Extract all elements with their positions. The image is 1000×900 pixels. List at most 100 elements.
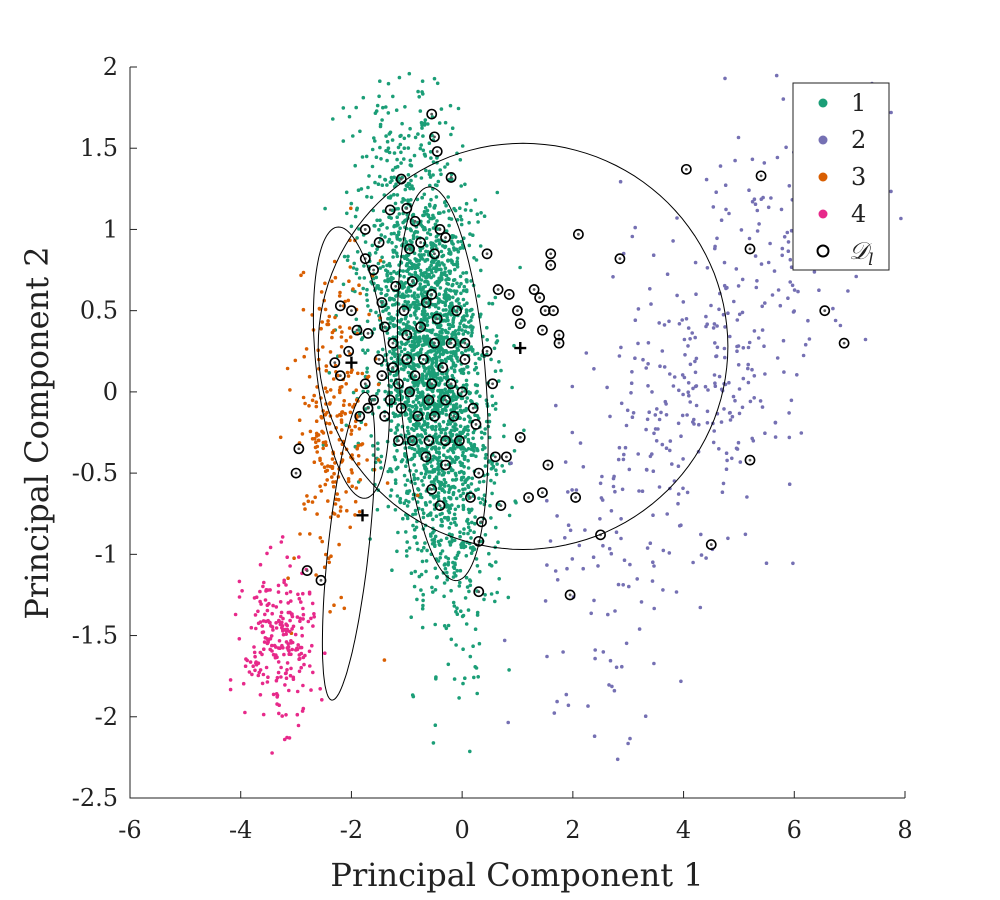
data-point: [694, 356, 699, 361]
data-point: [345, 370, 350, 375]
data-point: [372, 136, 376, 140]
data-point: [435, 219, 439, 223]
data-point: [416, 547, 420, 552]
data-point: [453, 478, 458, 482]
data-point: [454, 335, 458, 340]
data-point: [424, 168, 428, 173]
data-point: [699, 553, 704, 557]
data-point: [373, 180, 377, 185]
y-tick-label: 1.5: [80, 134, 118, 162]
labeled-point: [329, 357, 341, 369]
data-point: [318, 484, 322, 489]
data-point: [420, 507, 425, 512]
data-point: [621, 583, 625, 587]
data-point: [458, 321, 463, 326]
data-point: [312, 612, 316, 616]
data-point: [398, 499, 402, 504]
labeled-point: [539, 305, 551, 317]
data-point: [423, 472, 428, 476]
data-point: [455, 568, 460, 573]
data-point: [333, 315, 337, 320]
data-point: [411, 400, 416, 404]
data-point: [419, 176, 424, 180]
data-point: [630, 234, 635, 239]
data-point: [552, 711, 557, 715]
data-point: [746, 345, 751, 350]
data-point: [399, 133, 403, 138]
data-point: [611, 275, 615, 279]
data-point: [395, 235, 399, 240]
data-point: [664, 446, 669, 451]
data-point: [620, 664, 624, 669]
data-point: [410, 446, 414, 451]
data-point: [386, 146, 391, 150]
data-point: [457, 284, 462, 289]
data-point: [350, 484, 355, 489]
data-point: [685, 413, 689, 417]
data-point: [263, 612, 267, 617]
data-point: [418, 492, 423, 497]
data-point: [461, 647, 465, 651]
data-point: [274, 621, 278, 625]
data-point: [442, 477, 447, 482]
data-point: [423, 154, 428, 158]
data-point: [338, 290, 342, 295]
data-point: [447, 495, 451, 500]
data-point: [423, 428, 428, 433]
data-point: [325, 478, 330, 482]
data-point: [854, 274, 858, 279]
data-point: [338, 509, 343, 513]
data-point: [447, 540, 452, 544]
data-point: [286, 645, 291, 649]
data-point: [462, 284, 467, 289]
labeled-point: [346, 305, 357, 317]
data-point: [358, 129, 362, 134]
data-point: [395, 448, 399, 453]
data-point: [453, 353, 458, 358]
data-point: [690, 331, 694, 335]
data-point: [373, 139, 377, 143]
data-point: [441, 253, 446, 258]
data-point: [407, 272, 412, 276]
data-point: [258, 562, 263, 567]
data-point: [404, 183, 409, 188]
data-point: [409, 344, 414, 349]
data-point: [373, 251, 378, 255]
data-point: [775, 155, 780, 160]
labeled-point: [755, 170, 767, 182]
data-point: [423, 259, 428, 263]
labeled-point: [476, 516, 487, 528]
data-point: [391, 318, 395, 323]
data-point: [277, 711, 281, 716]
data-point: [566, 523, 571, 527]
data-point: [319, 326, 323, 331]
cluster-ellipses: [312, 142, 729, 701]
data-point: [419, 549, 424, 553]
data-point: [455, 256, 460, 261]
data-point: [385, 263, 389, 268]
data-point: [471, 548, 475, 553]
data-point: [431, 530, 435, 535]
data-point: [889, 110, 893, 115]
data-point: [389, 384, 394, 389]
data-point: [435, 440, 440, 445]
data-point: [683, 353, 687, 357]
data-point: [444, 349, 448, 353]
data-point: [376, 182, 381, 186]
data-point: [364, 292, 369, 297]
data-point: [679, 679, 683, 684]
labeled-point: [426, 108, 438, 120]
data-point: [403, 218, 408, 223]
data-point: [471, 436, 475, 441]
labeled-point: [376, 370, 388, 382]
data-point: [430, 302, 435, 307]
data-point: [360, 371, 365, 376]
data-point: [464, 575, 469, 580]
data-point: [512, 343, 516, 348]
data-point: [393, 323, 398, 328]
data-point: [467, 510, 472, 515]
data-point: [420, 625, 425, 630]
data-point: [286, 610, 291, 615]
data-point: [444, 273, 449, 278]
data-point: [430, 328, 435, 332]
